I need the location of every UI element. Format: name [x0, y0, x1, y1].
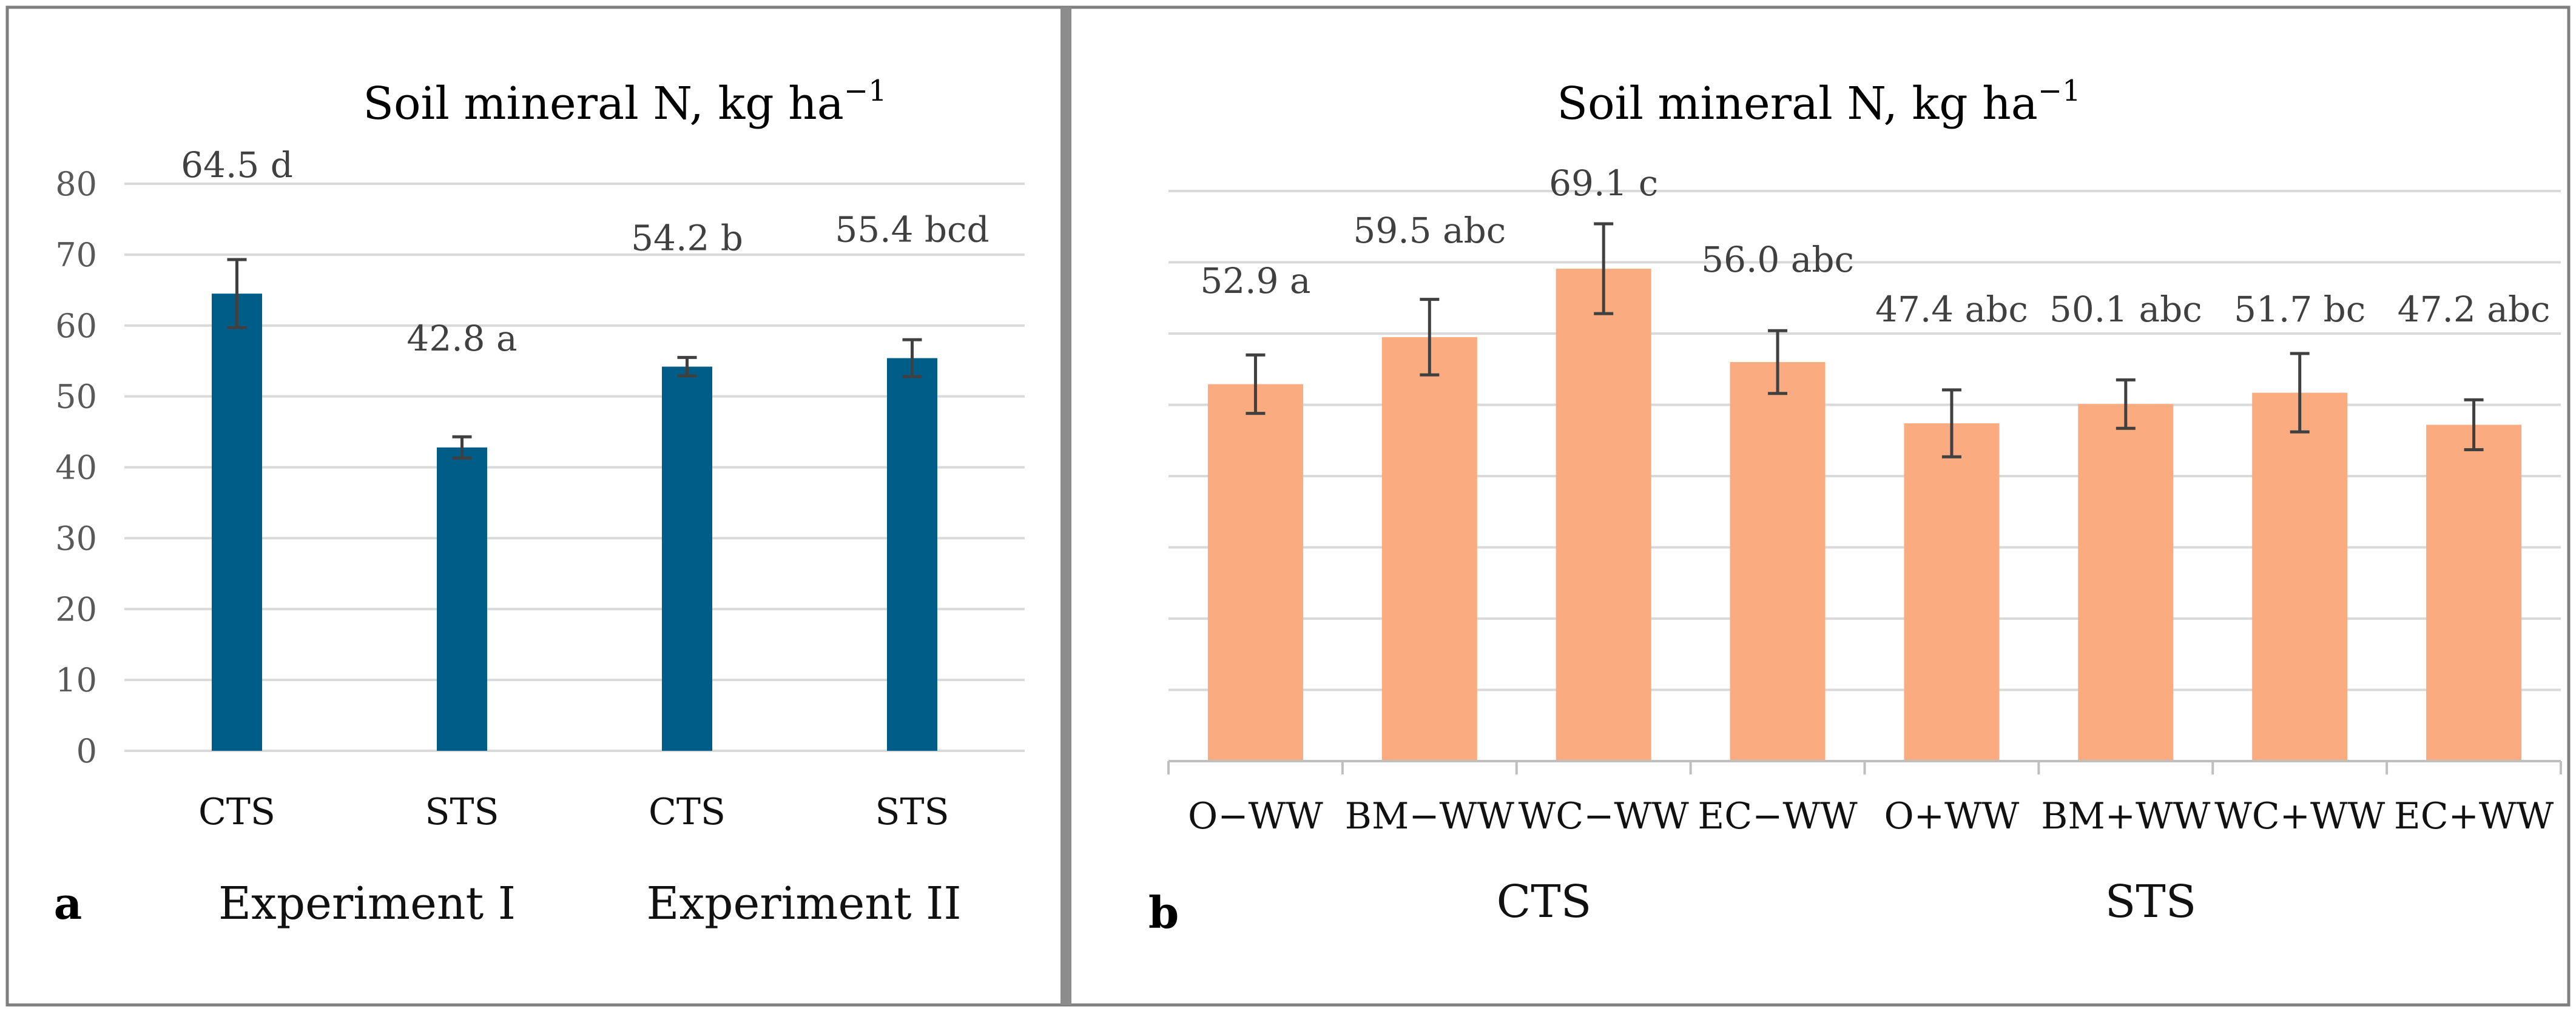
- x-tick-label: BM−WW: [1345, 795, 1514, 838]
- bar: [1207, 384, 1303, 761]
- x-tick-label: CTS: [649, 791, 726, 833]
- error-bar: [1246, 353, 1266, 415]
- error-bar: [1594, 222, 1614, 315]
- panel-b-group-label-1: CTS: [1497, 876, 1592, 928]
- bar: [1381, 337, 1477, 761]
- data-label: 51.7 bc: [2234, 289, 2365, 330]
- x-tick-label: BM+WW: [2041, 795, 2210, 838]
- x-tick-label: O+WW: [1884, 795, 2020, 838]
- x-tick-label: EC+WW: [2394, 795, 2554, 838]
- y-tick-label: 20: [55, 590, 97, 628]
- error-bar: [2290, 352, 2310, 434]
- y-tick-label: 60: [55, 307, 97, 345]
- x-tick-label: O−WW: [1188, 795, 1323, 838]
- error-bar: [1768, 329, 1788, 395]
- panel-b-error-bars: [1246, 222, 2484, 458]
- error-bar: [2464, 398, 2484, 452]
- data-label: 50.1 abc: [2049, 289, 2202, 330]
- data-label: 69.1 c: [1549, 163, 1658, 204]
- x-tick-label: CTS: [198, 791, 275, 833]
- data-label: 42.8 a: [406, 318, 517, 359]
- panel-divider: [1060, 7, 1071, 1005]
- error-bar: [227, 258, 247, 329]
- y-tick-label: 10: [55, 661, 97, 699]
- y-tick-label: 50: [55, 378, 97, 416]
- error-bar: [677, 355, 697, 378]
- y-tick-label: 70: [55, 236, 97, 274]
- panel-a-group-label-2: Experiment II: [646, 878, 961, 930]
- panel-a-gridlines: [124, 183, 1025, 752]
- data-label: 64.5 d: [181, 144, 293, 186]
- data-label: 56.0 abc: [1701, 239, 1854, 280]
- panel-b-x-axis: [1167, 760, 2562, 774]
- panel-a-letter: a: [54, 878, 83, 929]
- panel-b-category-labels: O−WW BM−WW WC−WW EC−WW O+WW BM+WW WC+WW EC+WW: [1188, 795, 2554, 838]
- data-label: 59.5 abc: [1353, 210, 1506, 251]
- bar: [437, 447, 487, 751]
- bar: [1556, 269, 1651, 761]
- data-label: 47.4 abc: [1875, 289, 2028, 330]
- panel-b-title: Soil mineral N, kg ha−1: [1557, 74, 2080, 130]
- panel-b-chart: Soil mineral N, kg ha−1 52.9 a 59.5 abc 69…: [1060, 5, 2571, 1007]
- panel-b-bars: [1207, 269, 2522, 761]
- panel-a-title: Soil mineral N, kg ha−1: [363, 74, 886, 130]
- bar: [2252, 392, 2348, 761]
- panel-a-error-bars: [227, 258, 922, 460]
- panel-a-y-axis: 0 10 20 30 40 50 60 70 80: [55, 165, 97, 770]
- panel-a-group-label-1: Experiment I: [218, 878, 516, 930]
- bar: [2078, 404, 2174, 761]
- x-tick-label: STS: [425, 791, 499, 833]
- y-tick-label: 30: [55, 519, 97, 557]
- error-bar: [1420, 298, 1440, 377]
- x-tick-label: STS: [875, 791, 949, 833]
- bar: [662, 366, 712, 751]
- bar: [1730, 362, 1826, 761]
- error-bar: [2116, 378, 2136, 430]
- error-bar: [452, 435, 472, 460]
- data-label: 52.9 a: [1200, 260, 1310, 301]
- data-label: 54.2 b: [631, 218, 743, 259]
- panel-a-bars: [212, 294, 937, 751]
- data-label: 47.2 abc: [2398, 289, 2551, 330]
- x-tick-label: EC−WW: [1698, 795, 1858, 838]
- data-label: 55.4 bcd: [835, 209, 989, 250]
- y-tick-label: 80: [55, 165, 97, 203]
- error-bar: [902, 338, 922, 378]
- y-tick-label: 40: [55, 449, 97, 487]
- panel-a-x-axis: CTS STS CTS STS: [198, 791, 949, 833]
- bar: [2426, 425, 2522, 761]
- x-tick-label: WC+WW: [2214, 795, 2385, 838]
- y-tick-label: 0: [76, 732, 97, 770]
- bar: [887, 358, 937, 751]
- bar: [1904, 423, 2000, 761]
- error-bar: [1941, 388, 1961, 458]
- x-tick-label: WC−WW: [1519, 795, 1690, 838]
- panel-a-data-labels: 64.5 d 42.8 a 54.2 b 55.4 bcd: [181, 144, 990, 359]
- panel-b-letter: b: [1148, 887, 1179, 938]
- bar: [212, 294, 262, 751]
- panel-b-group-label-2: STS: [2105, 876, 2197, 928]
- panel-a-chart: Soil mineral N, kg ha−1 0 10 20 30 40 50 60 70 8…: [5, 5, 1070, 1007]
- panel-b-data-labels: 52.9 a 59.5 abc 69.1 c 56.0 abc 47.4 abc 50.1…: [1200, 163, 2550, 330]
